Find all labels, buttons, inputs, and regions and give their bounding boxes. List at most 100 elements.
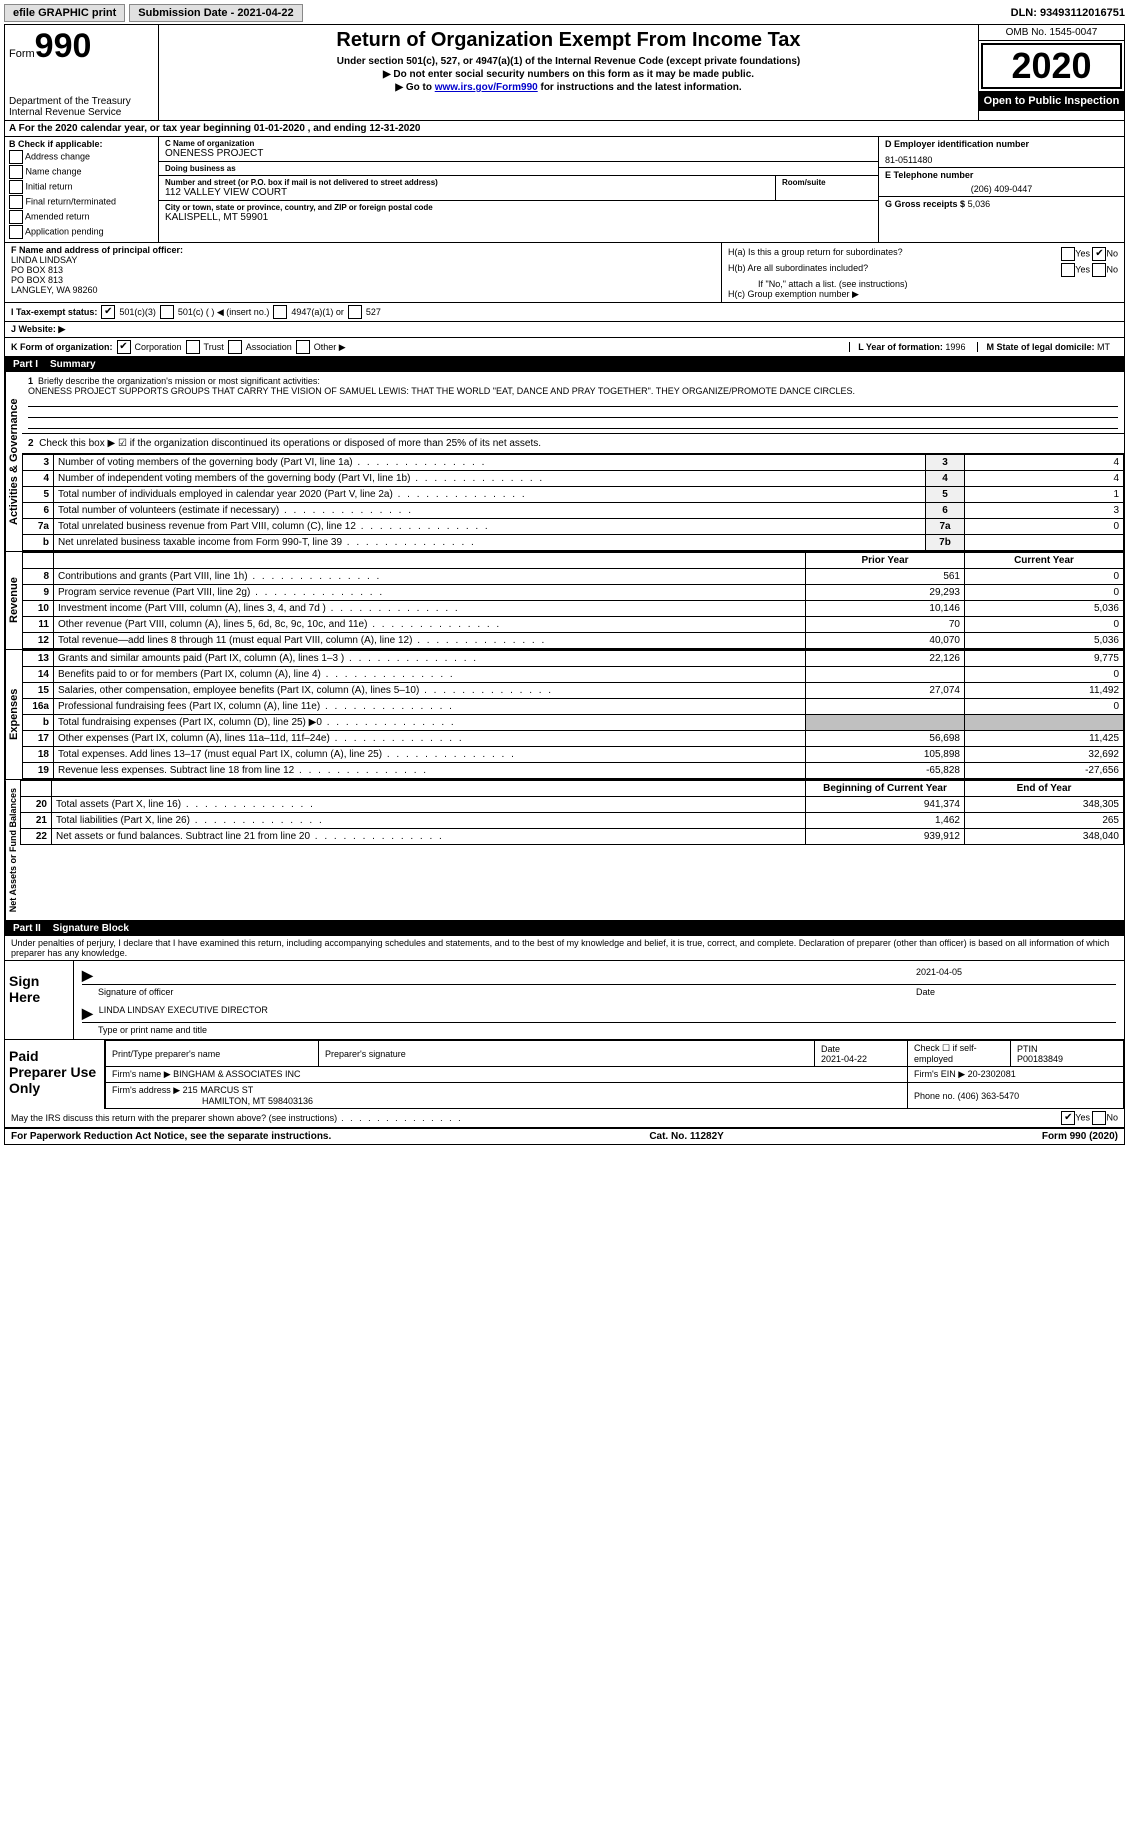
- firm-addr: 215 MARCUS ST: [183, 1085, 254, 1095]
- K-o2: Trust: [204, 342, 224, 352]
- line-I: I Tax-exempt status: ✔ 501(c)(3) 501(c) …: [5, 303, 1124, 322]
- table-row: 13Grants and similar amounts paid (Part …: [23, 651, 1124, 667]
- K-corp[interactable]: ✔: [117, 340, 131, 354]
- K-lbl: K Form of organization:: [11, 342, 113, 352]
- officer-a1: PO BOX 813: [11, 265, 715, 275]
- firm-name-lbl: Firm's name ▶: [112, 1069, 171, 1079]
- K-trust[interactable]: [186, 340, 200, 354]
- table-row: 16aProfessional fundraising fees (Part I…: [23, 699, 1124, 715]
- C-city-lbl: City or town, state or province, country…: [165, 203, 872, 212]
- Hc-lbl: H(c) Group exemption number ▶: [728, 289, 1118, 300]
- G-gross-lbl: G Gross receipts $: [885, 199, 965, 209]
- check-self-emp[interactable]: Check ☐ if self-employed: [908, 1041, 1011, 1067]
- goto-pre: ▶ Go to: [395, 82, 434, 93]
- net-table: Beginning of Current YearEnd of Year 20T…: [20, 780, 1124, 845]
- col-D: D Employer identification number 81-0511…: [878, 137, 1124, 242]
- C-street-lbl: Number and street (or P.O. box if mail i…: [165, 178, 769, 187]
- paid-label: Paid Preparer Use Only: [5, 1040, 105, 1109]
- part-I-body: Activities & Governance 1 Briefly descri…: [5, 372, 1124, 552]
- footer: For Paperwork Reduction Act Notice, see …: [5, 1128, 1124, 1144]
- firm-name: BINGHAM & ASSOCIATES INC: [173, 1069, 300, 1079]
- efile-button[interactable]: efile GRAPHIC print: [4, 4, 125, 22]
- sig-officer-lbl: Signature of officer: [82, 987, 916, 997]
- arrow-icon: ▶: [82, 967, 93, 984]
- chk-app-pending[interactable]: Application pending: [9, 225, 154, 239]
- sign-here-block: Sign Here ▶ 2021-04-05 Signature of offi…: [5, 960, 1124, 1039]
- form-foot: Form 990 (2020): [1042, 1131, 1118, 1142]
- discuss-yes[interactable]: ✔: [1061, 1111, 1075, 1125]
- part-I-num: Part I: [13, 359, 38, 370]
- chk-amended[interactable]: Amended return: [9, 210, 154, 224]
- date-lbl: Date: [916, 987, 1116, 997]
- firm-phone-lbl: Phone no.: [914, 1091, 955, 1101]
- K-o3: Association: [246, 342, 292, 352]
- I-527[interactable]: [348, 305, 362, 319]
- ptin-lbl: PTIN: [1017, 1044, 1038, 1054]
- header-mid: Return of Organization Exempt From Incom…: [159, 25, 978, 120]
- top-bar: efile GRAPHIC print Submission Date - 20…: [4, 4, 1125, 22]
- table-row: 8Contributions and grants (Part VIII, li…: [23, 569, 1124, 585]
- l1-text: Briefly describe the organization's miss…: [38, 376, 320, 386]
- hdr-end: End of Year: [965, 781, 1124, 797]
- chk-initial-return[interactable]: Initial return: [9, 180, 154, 194]
- I-501c[interactable]: [160, 305, 174, 319]
- Ha-lbl: H(a) Is this a group return for subordin…: [728, 247, 903, 261]
- org-name: ONENESS PROJECT: [165, 148, 872, 159]
- K-assoc[interactable]: [228, 340, 242, 354]
- goto-post: for instructions and the latest informat…: [538, 82, 742, 93]
- K-other[interactable]: [296, 340, 310, 354]
- Hb-no[interactable]: [1092, 263, 1106, 277]
- rev-table: Prior YearCurrent Year 8Contributions an…: [22, 552, 1124, 649]
- prep-name-lbl: Print/Type preparer's name: [106, 1041, 319, 1067]
- header-right: OMB No. 1545-0047 2020 Open to Public In…: [978, 25, 1124, 120]
- form-title: Return of Organization Exempt From Incom…: [167, 29, 970, 52]
- ssn-warning: ▶ Do not enter social security numbers o…: [167, 69, 970, 80]
- Ha-yes[interactable]: [1061, 247, 1075, 261]
- table-row: 19Revenue less expenses. Subtract line 1…: [23, 763, 1124, 779]
- omb-number: OMB No. 1545-0047: [979, 25, 1124, 41]
- table-row: 14Benefits paid to or for members (Part …: [23, 667, 1124, 683]
- C-dba-lbl: Doing business as: [165, 164, 872, 173]
- line-A: A For the 2020 calendar year, or tax yea…: [5, 121, 1124, 137]
- part-II-header: Part II Signature Block: [5, 921, 1124, 936]
- goto-link[interactable]: www.irs.gov/Form990: [435, 82, 538, 93]
- K-o1: Corporation: [135, 342, 182, 352]
- F-lbl: F Name and address of principal officer:: [11, 245, 715, 255]
- sign-here-label: Sign Here: [5, 961, 74, 1039]
- paperwork: For Paperwork Reduction Act Notice, see …: [11, 1131, 331, 1142]
- form-number: 990: [35, 27, 92, 65]
- table-row: 18Total expenses. Add lines 13–17 (must …: [23, 747, 1124, 763]
- col-C: C Name of organization ONENESS PROJECT D…: [159, 137, 878, 242]
- officer-printed: LINDA LINDSAY EXECUTIVE DIRECTOR: [99, 1005, 268, 1022]
- I-lbl: I Tax-exempt status:: [11, 307, 97, 317]
- firm-phone: (406) 363-5470: [958, 1091, 1020, 1101]
- table-row: 9Program service revenue (Part VIII, lin…: [23, 585, 1124, 601]
- table-row: 7aTotal unrelated business revenue from …: [23, 519, 1124, 535]
- table-row: bNet unrelated business taxable income f…: [23, 535, 1124, 551]
- table-row: 5Total number of individuals employed in…: [23, 487, 1124, 503]
- org-street: 112 VALLEY VIEW COURT: [165, 187, 769, 198]
- header: Form990 Department of the Treasury Inter…: [5, 25, 1124, 121]
- table-row: 21Total liabilities (Part X, line 26)1,4…: [21, 813, 1124, 829]
- section-BCDE: B Check if applicable: Address change Na…: [5, 137, 1124, 243]
- col-H: H(a) Is this a group return for subordin…: [722, 243, 1124, 302]
- section-FH: F Name and address of principal officer:…: [5, 243, 1124, 303]
- Hb-yes[interactable]: [1061, 263, 1075, 277]
- discuss-no[interactable]: [1092, 1111, 1106, 1125]
- chk-address-change[interactable]: Address change: [9, 150, 154, 164]
- M-lbl: M State of legal domicile:: [986, 342, 1094, 352]
- I-4947[interactable]: [273, 305, 287, 319]
- chk-final-return[interactable]: Final return/terminated: [9, 195, 154, 209]
- I-501c3[interactable]: ✔: [101, 305, 115, 319]
- perjury: Under penalties of perjury, I declare th…: [5, 936, 1124, 960]
- submission-date: Submission Date - 2021-04-22: [129, 4, 302, 22]
- Ha-no[interactable]: ✔: [1092, 247, 1106, 261]
- D-ein-lbl: D Employer identification number: [885, 139, 1118, 149]
- L-val: 1996: [945, 342, 965, 352]
- line-J: J Website: ▶: [5, 322, 1124, 338]
- dept-treasury: Department of the Treasury Internal Reve…: [9, 96, 154, 118]
- K-o4: Other ▶: [314, 342, 346, 353]
- table-row: 10Investment income (Part VIII, column (…: [23, 601, 1124, 617]
- chk-name-change[interactable]: Name change: [9, 165, 154, 179]
- part-I-name: Summary: [50, 359, 96, 370]
